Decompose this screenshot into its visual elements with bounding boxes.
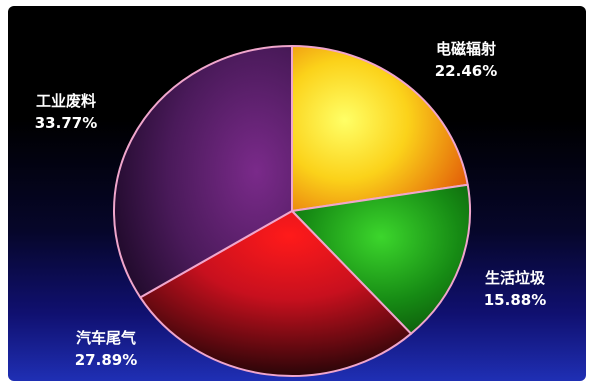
slice-name-label: 电磁辐射	[436, 40, 496, 58]
slice-name-label: 汽车尾气	[76, 329, 136, 347]
chart-panel: 电磁辐射 22.46% 生活垃圾 15.88% 汽车尾气 27.89% 工业废料 33.77%	[8, 6, 586, 381]
pie-chart: 电磁辐射 22.46% 生活垃圾 15.88% 汽车尾气 27.89% 工业废料 33.77%	[35, 40, 546, 377]
slice-percent-label: 33.77%	[35, 114, 97, 132]
pie-slice-1	[291, 45, 469, 212]
slice-percent-label: 27.89%	[75, 351, 137, 369]
pie-slice-3	[139, 210, 413, 377]
slice-name-label: 工业废料	[36, 92, 96, 110]
slice-name-label: 生活垃圾	[485, 269, 546, 287]
slice-percent-label: 15.88%	[484, 291, 546, 309]
slice-percent-label: 22.46%	[435, 62, 497, 80]
pie-slice-2	[291, 183, 471, 335]
pie-slice-4	[113, 45, 293, 299]
